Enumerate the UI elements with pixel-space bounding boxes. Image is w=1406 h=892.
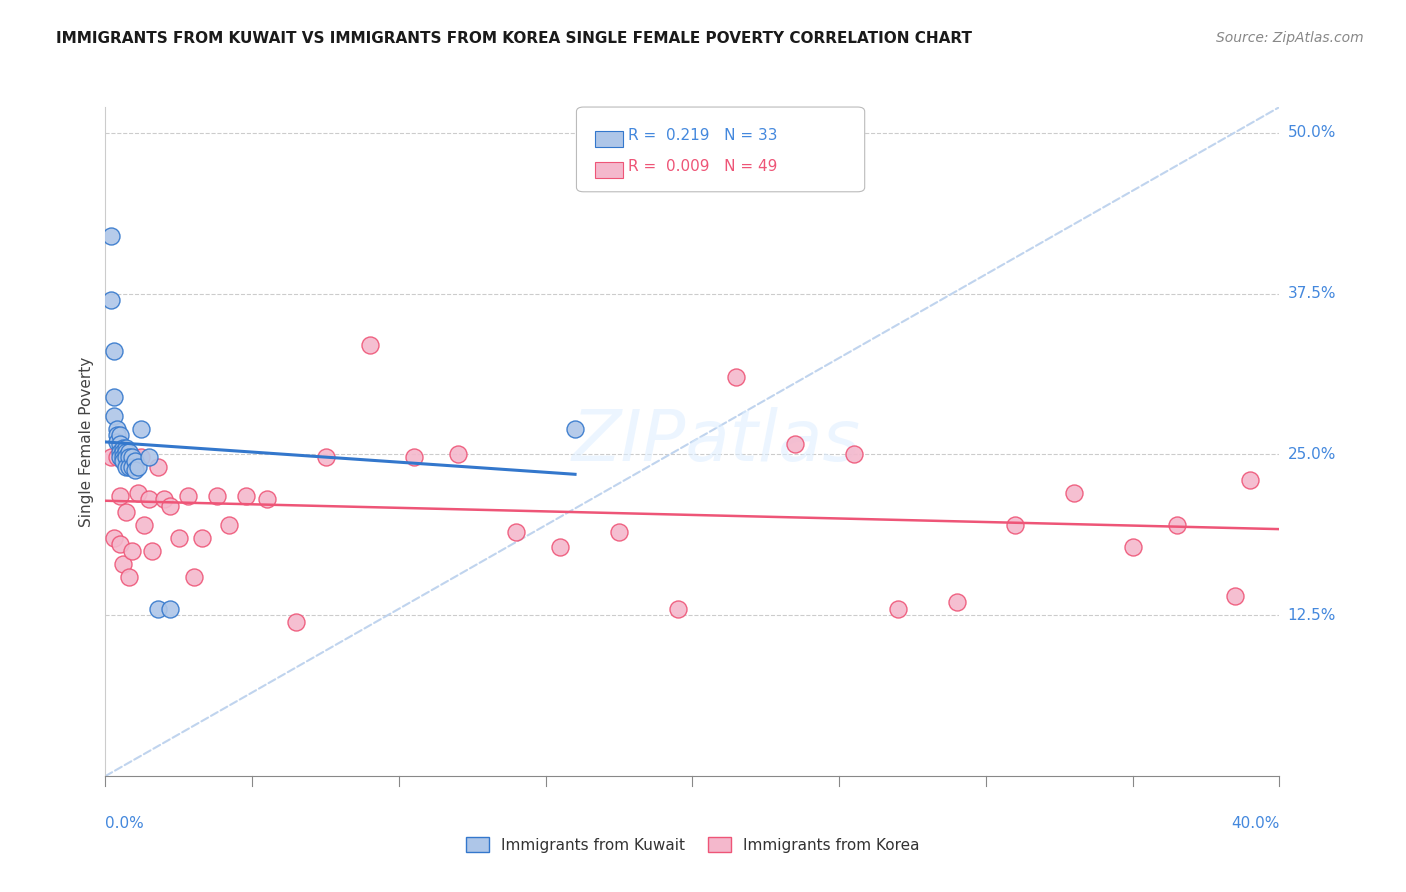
Text: 12.5%: 12.5% xyxy=(1288,607,1336,623)
Point xyxy=(108,537,131,551)
Text: 0.0%: 0.0% xyxy=(105,816,145,831)
Text: 40.0%: 40.0% xyxy=(1232,816,1279,831)
Point xyxy=(666,601,689,615)
Point xyxy=(115,505,138,519)
Point xyxy=(124,450,146,464)
Point xyxy=(103,531,125,545)
Text: IMMIGRANTS FROM KUWAIT VS IMMIGRANTS FROM KOREA SINGLE FEMALE POVERTY CORRELATIO: IMMIGRANTS FROM KUWAIT VS IMMIGRANTS FRO… xyxy=(56,31,972,46)
Point xyxy=(159,601,181,615)
Point xyxy=(108,428,131,442)
Text: R =  0.219   N = 33: R = 0.219 N = 33 xyxy=(628,128,778,143)
Point xyxy=(218,518,240,533)
Point xyxy=(132,518,155,533)
Y-axis label: Single Female Poverty: Single Female Poverty xyxy=(79,357,94,526)
Point xyxy=(148,601,170,615)
Point xyxy=(402,450,425,464)
Point xyxy=(105,428,128,442)
Point xyxy=(1225,589,1247,603)
Point xyxy=(785,437,807,451)
Point xyxy=(115,450,138,464)
Point xyxy=(108,437,131,451)
Point xyxy=(103,409,125,423)
Point xyxy=(115,460,138,475)
Point xyxy=(103,344,125,359)
Point xyxy=(1239,473,1261,487)
Point xyxy=(129,450,152,464)
Point xyxy=(108,445,131,459)
Point xyxy=(100,450,122,464)
Point xyxy=(167,531,190,545)
Point xyxy=(112,445,135,459)
Point xyxy=(141,544,163,558)
Point xyxy=(121,450,143,464)
Point xyxy=(112,441,135,455)
Point xyxy=(159,499,181,513)
Text: R =  0.009   N = 49: R = 0.009 N = 49 xyxy=(628,159,778,174)
Text: 25.0%: 25.0% xyxy=(1288,447,1336,462)
Point xyxy=(100,293,122,307)
Point xyxy=(153,492,176,507)
Point xyxy=(118,445,141,459)
Point xyxy=(108,489,131,503)
Point xyxy=(505,524,527,539)
Text: 50.0%: 50.0% xyxy=(1288,125,1336,140)
Point xyxy=(124,454,146,468)
Point xyxy=(129,422,152,436)
Point xyxy=(115,450,138,464)
Point xyxy=(118,569,141,583)
Point xyxy=(315,450,337,464)
Point xyxy=(205,489,228,503)
Point xyxy=(191,531,214,545)
Point xyxy=(1063,486,1085,500)
Point xyxy=(105,450,128,464)
Point xyxy=(138,492,160,507)
Point xyxy=(235,489,257,503)
Point xyxy=(176,489,198,503)
Point xyxy=(446,447,468,461)
Point xyxy=(115,445,138,459)
Point xyxy=(100,228,122,243)
Point xyxy=(112,454,135,468)
Point xyxy=(607,524,630,539)
Point xyxy=(945,595,967,609)
Point xyxy=(725,370,748,384)
Point xyxy=(127,486,149,500)
Point xyxy=(118,450,141,464)
Point xyxy=(564,422,586,436)
Point xyxy=(256,492,278,507)
Point xyxy=(118,450,141,464)
Point xyxy=(127,460,149,475)
Point xyxy=(121,460,143,475)
Point xyxy=(112,450,135,464)
Point xyxy=(1122,540,1144,554)
Point xyxy=(103,390,125,404)
Point xyxy=(550,540,572,554)
Point xyxy=(148,460,170,475)
Point xyxy=(842,447,865,461)
Point xyxy=(105,434,128,449)
Point xyxy=(887,601,910,615)
Point xyxy=(108,450,131,464)
Text: 37.5%: 37.5% xyxy=(1288,286,1336,301)
Point xyxy=(115,441,138,455)
Point xyxy=(124,463,146,477)
Legend: Immigrants from Kuwait, Immigrants from Korea: Immigrants from Kuwait, Immigrants from … xyxy=(460,830,925,859)
Point xyxy=(359,338,381,352)
Point xyxy=(183,569,205,583)
Point xyxy=(1166,518,1188,533)
Point xyxy=(1004,518,1026,533)
Point xyxy=(138,450,160,464)
Text: Source: ZipAtlas.com: Source: ZipAtlas.com xyxy=(1216,31,1364,45)
Point xyxy=(105,422,128,436)
Point xyxy=(112,450,135,464)
Point xyxy=(112,557,135,571)
Point xyxy=(285,615,308,629)
Point xyxy=(118,460,141,475)
Text: ZIPatlas: ZIPatlas xyxy=(571,407,860,476)
Point xyxy=(121,544,143,558)
